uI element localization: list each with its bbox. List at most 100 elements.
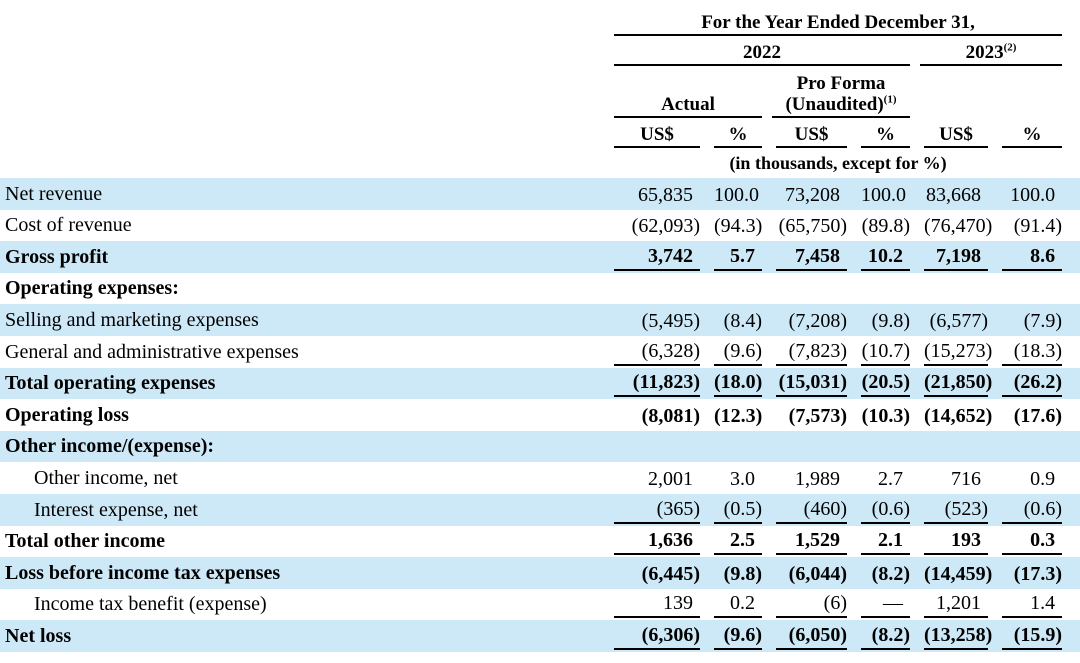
val-2022-proforma-usd: (6,050) (762, 620, 847, 652)
header-spacer (0, 66, 600, 118)
val-2023-usd: (15,273) (910, 336, 992, 368)
val-2022-proforma-usd: (7,823) (762, 336, 847, 368)
empty-cell (600, 273, 700, 305)
empty-cell (762, 431, 847, 463)
row-label: Selling and marketing expenses (5, 308, 259, 331)
empty-cell (988, 273, 1080, 305)
row-net-revenue: Net revenue 65,835 100.0 73,208 100.0 83… (0, 178, 1080, 210)
period-title-text: For the Year Ended December 31, (701, 12, 975, 33)
period-title: For the Year Ended December 31, (614, 12, 1063, 36)
val-2023-pct: (17.3) (1013, 562, 1063, 585)
period-header-cell: For the Year Ended December 31, (600, 2, 1080, 36)
val-2022-actual-usd: 1,636 (600, 526, 700, 558)
row-label: Total operating expenses (5, 372, 216, 395)
val-2022-actual-usd: (11,823) (600, 368, 700, 400)
val-2022-actual-usd: (5,495) (641, 309, 700, 332)
val-2023-pct: 8.6 (988, 241, 1080, 273)
val-2022-proforma-usd: (6) (762, 589, 847, 621)
val-2022-proforma-pct: 2.7 (878, 467, 903, 490)
units-note: (in thousands, except for %) (729, 152, 947, 173)
year-2023-subgroup-spacer (910, 66, 1080, 118)
val-2022-proforma-pct: (0.6) (847, 494, 910, 526)
row-label: Operating expenses: (5, 277, 179, 300)
val-2023-pct: 100.0 (1010, 183, 1056, 206)
val-2022-actual-pct: (9.6) (700, 620, 762, 652)
row-net-loss: Net loss (6,306) (9.6) (6,050) (8.2) (13… (0, 620, 1080, 652)
val-2022-proforma-usd: 1,529 (762, 526, 847, 558)
val-2022-proforma-pct: 2.1 (847, 526, 910, 558)
actual-group: Actual (614, 94, 762, 118)
val-2022-proforma-pct: (10.3) (861, 404, 910, 427)
row-interest-expense-net: Interest expense, net (365) (0.5) (460) … (0, 493, 1080, 526)
val-2022-actual-pct: (94.3) (714, 215, 763, 238)
proforma-label-line1: Pro Forma (796, 73, 886, 94)
row-operating-loss: Operating loss (8,081) (12.3) (7,573) (1… (0, 399, 1080, 431)
val-2023-usd: 193 (910, 526, 988, 558)
row-label: Total other income (5, 530, 165, 553)
val-2022-actual-usd: 2,001 (648, 467, 693, 490)
val-2022-actual-usd: 65,835 (638, 183, 693, 206)
empty-cell (600, 431, 700, 463)
val-2023-usd: (14,652) (924, 404, 993, 427)
year-2023-group: 2023(2) (920, 42, 1063, 66)
row-label: Net revenue (5, 182, 103, 205)
val-2022-actual-pct: 2.5 (700, 526, 762, 558)
val-2023-pct: (0.6) (988, 494, 1080, 526)
val-2022-proforma-usd: (15,031) (762, 368, 847, 400)
proforma-group: Pro Forma (Unaudited)(1) (772, 73, 910, 118)
empty-cell (762, 273, 847, 305)
proforma-label-line2: (Unaudited) (785, 94, 884, 115)
val-2022-proforma-pct: (89.8) (861, 215, 910, 238)
row-label: Interest expense, net (34, 498, 198, 521)
val-2023-pct: 0.3 (988, 526, 1080, 558)
val-2022-actual-usd: (6,306) (600, 620, 700, 652)
val-2023-pct: (15.9) (988, 620, 1080, 652)
val-2022-actual-usd: 3,742 (600, 241, 700, 273)
col-header-2022-actual-usd: US$ (600, 118, 700, 148)
val-2022-proforma-usd: (7,208) (788, 309, 847, 332)
column-header-row: US$ % US$ % US$ % (0, 118, 1080, 148)
proforma-group-cell: Pro Forma (Unaudited)(1) (762, 66, 910, 118)
val-2022-proforma-usd: (65,750) (778, 215, 847, 238)
empty-cell (847, 273, 910, 305)
val-2023-pct: (17.6) (1013, 404, 1063, 427)
val-2023-pct: (7.9) (1023, 309, 1063, 332)
val-2023-usd: (21,850) (910, 368, 992, 400)
val-2022-proforma-usd: 1,989 (795, 467, 840, 490)
row-other-income-expense-header: Other income/(expense): (0, 430, 1080, 463)
year-2023-label: 2023 (965, 42, 1004, 63)
val-2022-proforma-usd: (6,044) (788, 562, 847, 585)
val-2022-actual-pct: (9.6) (700, 336, 762, 368)
year-2023-cell: 2023(2) (910, 36, 1080, 66)
val-2023-usd: 7,198 (910, 241, 988, 273)
val-2022-actual-pct: 0.2 (700, 589, 762, 621)
val-2022-actual-usd: (62,093) (631, 215, 700, 238)
val-2022-actual-pct: (8.4) (723, 309, 762, 332)
val-2022-proforma-pct: (10.7) (847, 336, 910, 368)
val-2022-proforma-usd: 7,458 (762, 241, 847, 273)
empty-cell (988, 431, 1080, 463)
year-2022-cell: 2022 (600, 36, 910, 66)
row-label: Gross profit (5, 245, 109, 268)
val-2023-usd: (523) (910, 494, 988, 526)
val-2022-proforma-pct: (8.2) (871, 562, 910, 585)
actual-group-cell: Actual (600, 66, 762, 118)
val-2022-proforma-pct: 10.2 (847, 241, 910, 273)
empty-cell (910, 431, 988, 463)
row-label: Income tax benefit (expense) (34, 593, 267, 616)
val-2022-actual-usd: (6,328) (600, 336, 700, 368)
row-label: Operating loss (5, 403, 129, 426)
row-loss-before-income-tax: Loss before income tax expenses (6,445) … (0, 557, 1080, 589)
row-selling-marketing: Selling and marketing expenses (5,495) (… (0, 304, 1080, 336)
col-header-2022-actual-pct: % (700, 118, 762, 148)
val-2022-actual-pct: 5.7 (700, 241, 762, 273)
val-2022-proforma-pct: (8.2) (847, 620, 910, 652)
row-label: Cost of revenue (5, 214, 132, 237)
row-total-other-income: Total other income 1,636 2.5 1,529 2.1 1… (0, 526, 1080, 558)
val-2022-actual-usd: (365) (600, 494, 700, 526)
col-header-2023-pct: % (988, 118, 1080, 148)
row-label: Loss before income tax expenses (5, 561, 281, 584)
actual-label: Actual (661, 94, 715, 115)
val-2023-pct: (91.4) (1013, 215, 1063, 238)
